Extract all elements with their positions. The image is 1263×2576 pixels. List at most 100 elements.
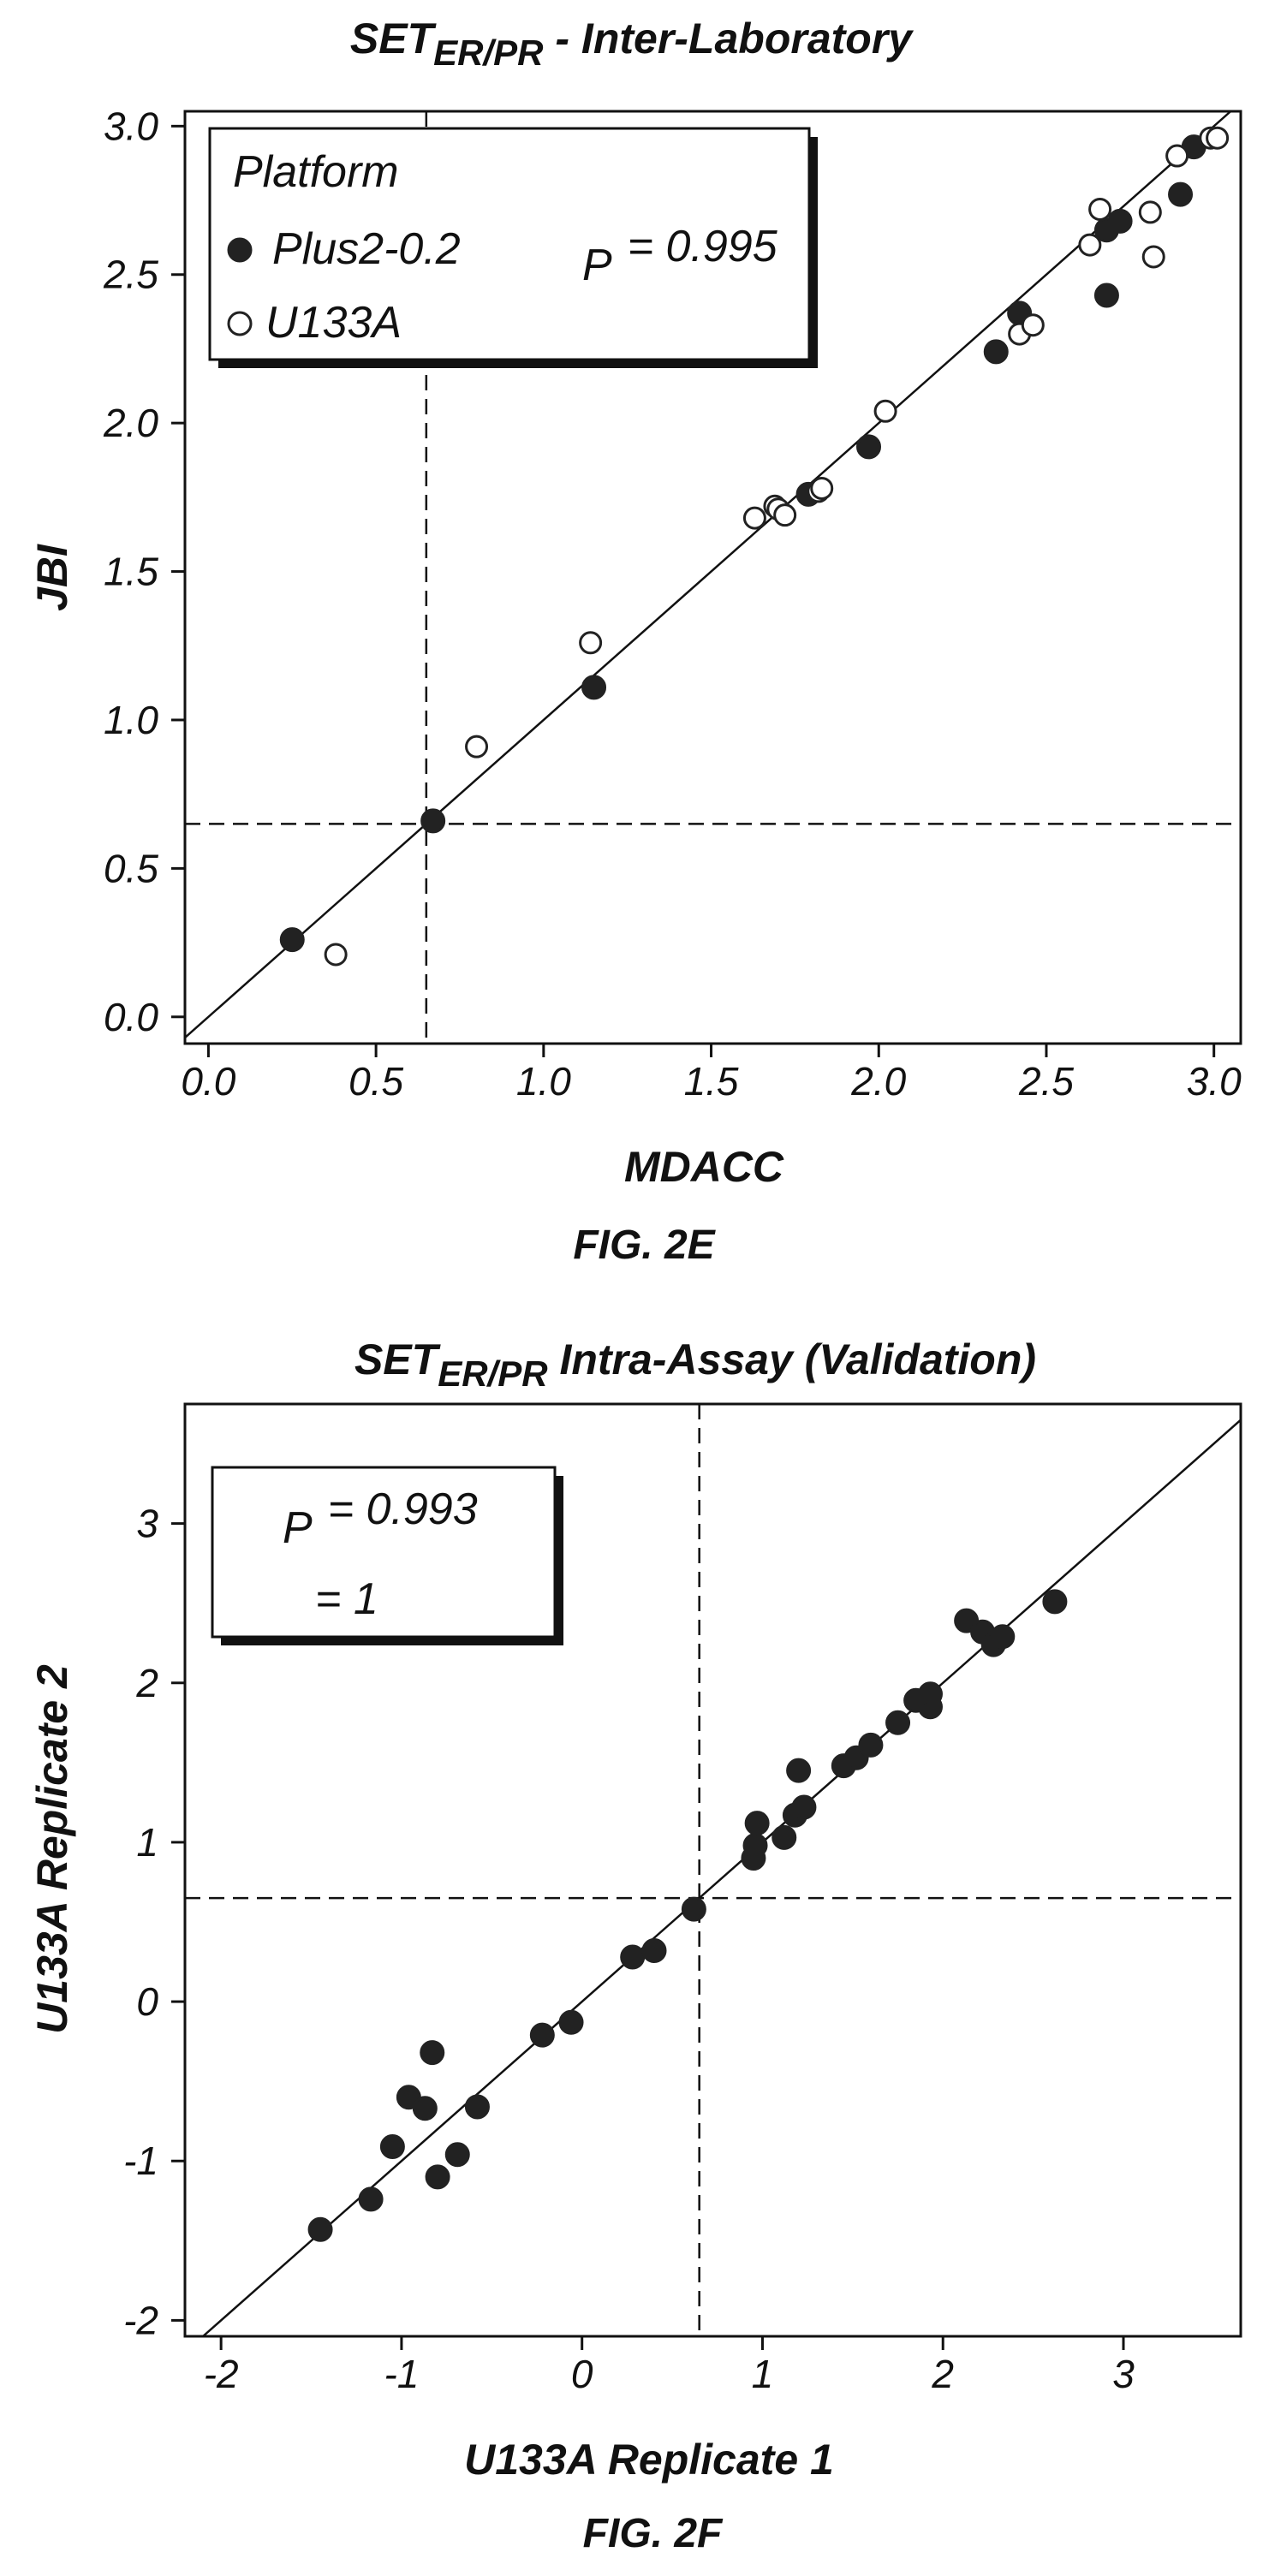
- chart-2f-title: SETER/PR Intra-Assay (Validation): [354, 1336, 1036, 1394]
- chart-2f-y-tick-label: 0: [136, 1979, 158, 2024]
- chart-2e-legend-label-u133a: U133A: [265, 298, 402, 348]
- chart-2f-point-filled: [464, 2094, 490, 2120]
- chart-2e-point-filled: [1168, 181, 1194, 207]
- chart-2f: SETER/PR Intra-Assay (Validation) -2 -1 0 1…: [28, 1336, 1242, 2556]
- chart-2f-point-filled: [420, 2040, 445, 2066]
- chart-2f-x-tick-label: -1: [384, 2352, 419, 2396]
- chart-2f-x-tick-label: -2: [204, 2352, 239, 2396]
- chart-2e-point-open: [1206, 126, 1230, 150]
- chart-2e-identity-line: [184, 110, 1232, 1038]
- chart-2f-x-tick-label: 3: [1112, 2352, 1135, 2396]
- chart-2e-y-axis: 0.0 0.5 1.0 1.5 2.0 2.5 3.0: [103, 104, 185, 1039]
- chart-2f-point-filled: [529, 2022, 555, 2048]
- chart-2f-point-filled: [620, 1944, 646, 1970]
- chart-2e-point-filled: [581, 675, 607, 700]
- chart-2e-point-open: [1088, 197, 1112, 221]
- chart-2f-y-axis: -2 -1 0 1 2 3: [123, 1502, 185, 2342]
- chart-2f-y-label: U133A Replicate 2: [28, 1664, 76, 2034]
- chart-2e-title: SETER/PR - Inter-Laboratory: [350, 15, 914, 73]
- chart-2e-point-filled: [856, 434, 882, 460]
- chart-2e-x-tick-label: 2.0: [850, 1059, 906, 1104]
- chart-2f-x-axis: -2 -1 0 1 2 3: [204, 2336, 1135, 2396]
- chart-2f-correlation: P = 0.993: [283, 1484, 478, 1553]
- chart-2f-point-filled: [858, 1732, 884, 1758]
- chart-2f-threshold-lines: [185, 1404, 1241, 2336]
- chart-2f-point-filled: [641, 1938, 667, 1964]
- chart-2f-y-tick-label: 3: [136, 1502, 158, 1546]
- chart-2e-point-open: [742, 506, 766, 530]
- chart-2f-points: [307, 1589, 1068, 2242]
- chart-2f-legend: P = 0.993 = 1: [211, 1466, 563, 1645]
- chart-2e-legend-marker-open: [227, 311, 253, 336]
- chart-2f-caption: FIG. 2F: [583, 2511, 724, 2556]
- chart-2e-point-open: [324, 943, 348, 967]
- chart-2e-point-open: [1138, 200, 1162, 224]
- chart-2f-y-tick-label: 1: [136, 1820, 158, 1865]
- chart-2e-y-tick-label: 0.0: [104, 995, 158, 1039]
- chart-2e-point-open: [773, 503, 797, 527]
- chart-2f-point-filled: [358, 2186, 384, 2212]
- chart-2f-point-filled: [425, 2164, 450, 2190]
- chart-2f-y-tick-label: 2: [135, 1661, 158, 1705]
- chart-2e-x-tick-label: 1.5: [684, 1059, 739, 1104]
- chart-2f-legend-box: [211, 1466, 557, 1639]
- chart-2e-x-tick-label: 0.5: [349, 1059, 403, 1104]
- chart-2e-x-tick-label: 0.0: [181, 1059, 235, 1104]
- chart-2e-points: [279, 126, 1230, 967]
- chart-2e-caption: FIG. 2E: [573, 1223, 716, 1268]
- chart-2e-x-tick-label: 1.0: [516, 1059, 571, 1104]
- chart-2e-point-filled: [1107, 208, 1133, 234]
- chart-2e-point-open: [1021, 313, 1045, 337]
- chart-2f-x-tick-label: 0: [571, 2352, 593, 2396]
- chart-2e-x-tick-label: 2.5: [1018, 1059, 1074, 1104]
- chart-2f-point-filled: [990, 1624, 1016, 1650]
- chart-2f-point-filled: [791, 1794, 817, 1820]
- chart-2e-point-filled: [420, 808, 446, 834]
- chart-2f-plot-frame: [183, 1402, 1242, 2338]
- chart-2f-identity-line: [202, 1419, 1242, 2337]
- chart-2e-x-label: MDACC: [624, 1143, 784, 1191]
- chart-2f-x-label: U133A Replicate 1: [464, 2436, 834, 2484]
- chart-2e-legend-box: [208, 127, 811, 361]
- chart-2f-point-filled: [444, 2142, 470, 2168]
- chart-2e-y-tick-label: 0.5: [104, 846, 158, 890]
- chart-2e-y-label: JBI: [28, 544, 76, 611]
- chart-2e-x-tick-label: 3.0: [1187, 1059, 1242, 1104]
- chart-2f-point-filled: [307, 2216, 333, 2242]
- chart-2e-point-open: [579, 631, 603, 655]
- chart-2f-point-filled: [786, 1758, 812, 1783]
- chart-2e-point-open: [810, 476, 834, 500]
- chart-2e-plot-frame: [183, 110, 1242, 1045]
- chart-2e-y-tick-label: 2.5: [103, 253, 158, 297]
- chart-2e-legend: Platform Plus2-0.2 U133A P = 0.995: [208, 127, 818, 368]
- chart-2f-x-tick-label: 2: [931, 2352, 954, 2396]
- chart-2e-correlation: P = 0.995: [582, 222, 778, 290]
- chart-2e-point-filled: [1093, 283, 1119, 308]
- chart-2f-y-tick-label: -1: [123, 2139, 158, 2183]
- chart-2f-y-tick-label: -2: [123, 2298, 158, 2342]
- chart-2e-legend-label-plus2: Plus2-0.2: [272, 224, 461, 274]
- chart-2e-point-filled: [279, 927, 305, 953]
- chart-2e: SETER/PR - Inter-Laboratory 0.0 0.5 1.0 1.5…: [28, 15, 1242, 1268]
- chart-2f-point-filled: [742, 1833, 768, 1859]
- chart-2f-point-filled: [744, 1811, 770, 1836]
- chart-2f-point-filled: [885, 1710, 911, 1735]
- chart-2f-x-tick-label: 1: [752, 2352, 774, 2396]
- chart-2e-y-tick-label: 2.0: [103, 401, 158, 445]
- chart-2f-point-filled: [379, 2133, 405, 2159]
- chart-2e-y-tick-label: 1.5: [104, 550, 158, 594]
- chart-2e-point-filled: [983, 339, 1009, 365]
- chart-2e-point-open: [1165, 144, 1189, 168]
- chart-2e-point-open: [465, 735, 489, 759]
- chart-2f-point-filled: [1042, 1589, 1068, 1615]
- chart-2e-legend-marker-filled: [227, 237, 253, 263]
- chart-2e-point-open: [1078, 233, 1102, 257]
- chart-2e-y-tick-label: 3.0: [104, 104, 158, 148]
- chart-2f-point-filled: [917, 1681, 943, 1707]
- chart-2f-legend-second-line: = 1: [315, 1574, 378, 1624]
- chart-2f-point-filled: [558, 2009, 584, 2035]
- chart-2e-y-tick-label: 1.0: [104, 698, 158, 742]
- chart-2f-point-filled: [772, 1824, 797, 1850]
- chart-2f-point-filled: [412, 2096, 438, 2121]
